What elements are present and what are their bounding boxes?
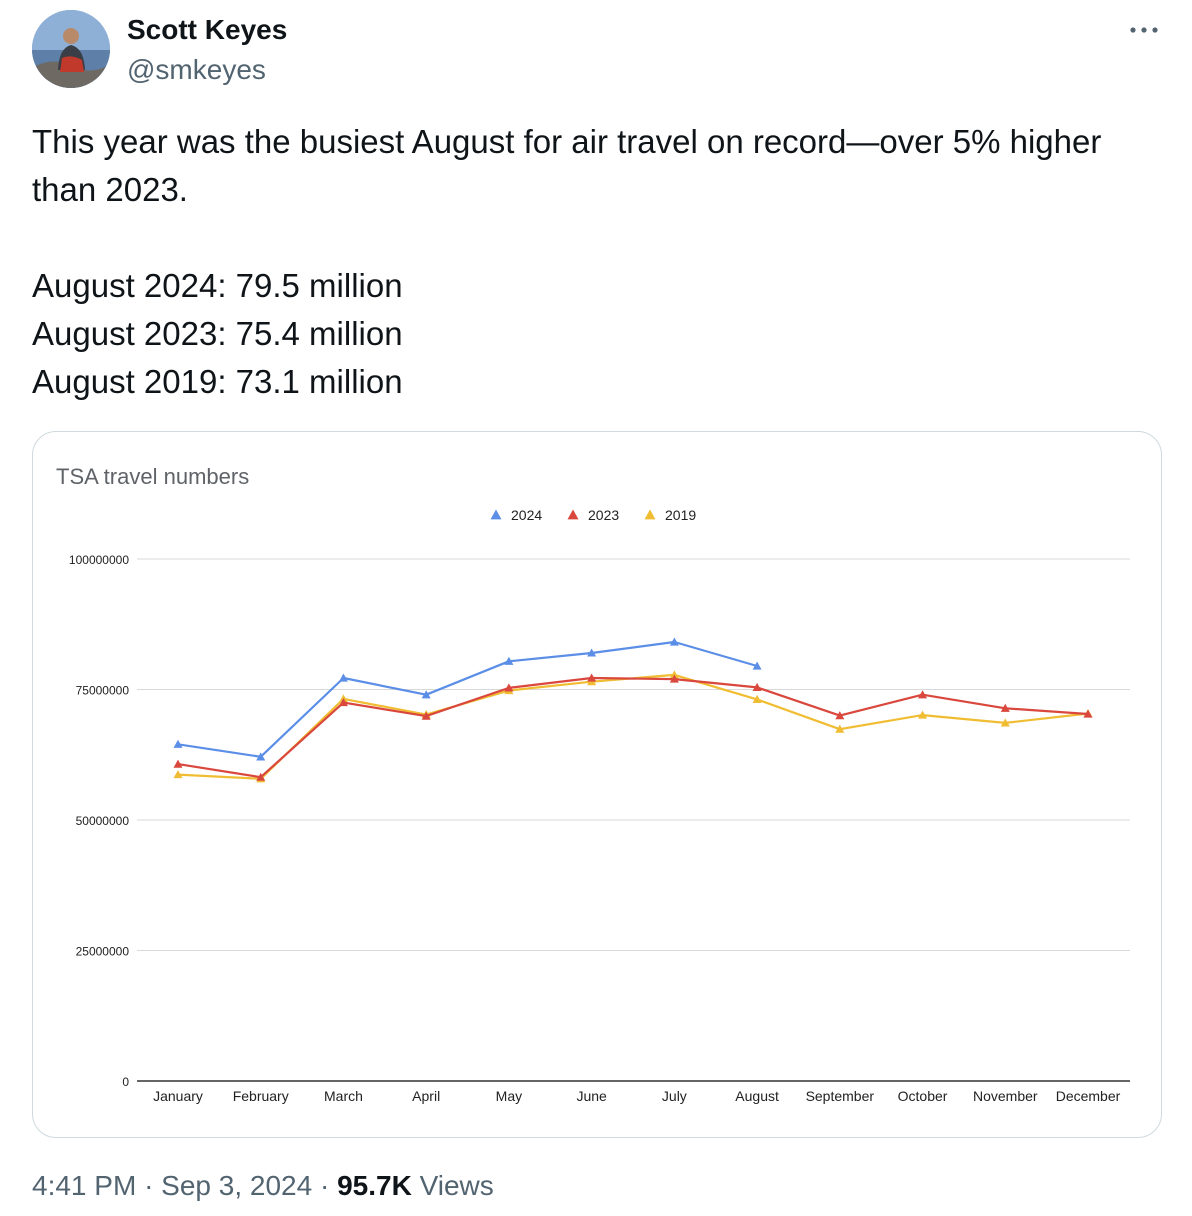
chart-title: TSA travel numbers — [56, 464, 249, 489]
tweet-line: This year was the busiest August for air… — [32, 123, 1102, 160]
data-point-2023 — [421, 711, 431, 720]
data-point-2023 — [504, 683, 514, 692]
tweet-line: than 2023. — [32, 171, 188, 208]
y-tick-label: 75000000 — [76, 684, 130, 698]
tweet-text: This year was the busiest August for air… — [32, 118, 1172, 406]
chart-image[interactable]: TSA travel numbers 2024 2023 2019 10000000… — [32, 431, 1162, 1138]
series-line-2023 — [177, 676, 1089, 779]
x-tick-label: March — [324, 1088, 363, 1104]
tweet-time[interactable]: 4:41 PM — [32, 1170, 137, 1201]
x-tick-label: April — [412, 1088, 440, 1104]
data-point-2023 — [587, 673, 597, 682]
y-tick-label: 0 — [122, 1075, 129, 1089]
data-point-2024 — [173, 739, 183, 748]
data-point-2024 — [587, 648, 597, 657]
data-point-2024 — [669, 637, 679, 646]
x-tick-label: December — [1056, 1088, 1121, 1104]
data-point-2019 — [918, 710, 928, 719]
legend-label: 2019 — [665, 507, 696, 523]
data-point-2023 — [918, 690, 928, 699]
chart-grid — [137, 558, 1130, 1082]
avatar[interactable] — [32, 10, 110, 88]
data-point-2019 — [835, 724, 845, 733]
x-tick-label: November — [973, 1088, 1038, 1104]
chart-legend: 2024 2023 2019 — [490, 507, 696, 523]
y-tick-label: 100000000 — [69, 553, 129, 567]
data-point-2023 — [256, 772, 266, 781]
meta-separator: · — [319, 1170, 330, 1201]
y-tick-label: 50000000 — [76, 814, 130, 828]
tweet-line: August 2019: 73.1 million — [32, 363, 403, 400]
views-count: 95.7K — [337, 1170, 412, 1201]
legend-marker-icon — [567, 509, 579, 520]
line-chart: TSA travel numbers 2024 2023 2019 10000000… — [56, 464, 1130, 1104]
author-name[interactable]: Scott Keyes — [127, 14, 288, 45]
x-tick-label: June — [576, 1088, 607, 1104]
data-point-2023 — [1083, 709, 1093, 718]
data-point-2024 — [338, 673, 348, 682]
tweet-date[interactable]: Sep 3, 2024 — [161, 1170, 313, 1201]
data-point-2023 — [752, 682, 762, 692]
data-point-2023 — [173, 759, 183, 768]
data-point-2019 — [173, 770, 183, 779]
data-point-2024 — [504, 656, 514, 665]
data-point-2023 — [835, 711, 845, 720]
chart-series — [173, 637, 1093, 783]
avatar-photo — [32, 10, 110, 88]
author-handle[interactable]: @smkeyes — [127, 54, 266, 85]
x-tick-label: September — [806, 1088, 875, 1104]
tweet-line: August 2023: 75.4 million — [32, 315, 403, 352]
y-axis-ticks: 100000000 75000000 50000000 25000000 0 — [69, 553, 129, 1089]
data-point-2024 — [256, 752, 266, 761]
legend-label: 2023 — [588, 507, 619, 523]
data-point-2019 — [669, 670, 679, 679]
legend-marker-icon — [490, 509, 502, 520]
data-point-2023 — [669, 674, 679, 683]
data-point-2024 — [421, 690, 431, 699]
data-point-2019 — [752, 694, 762, 704]
y-tick-label: 25000000 — [76, 945, 130, 959]
more-button[interactable] — [1120, 12, 1168, 48]
x-tick-label: October — [898, 1088, 948, 1104]
tweet-meta: 4:41 PM · Sep 3, 2024 · 95.7K Views — [32, 1170, 494, 1202]
views-label: Views — [419, 1170, 494, 1201]
x-tick-label: May — [496, 1088, 522, 1104]
data-point-2023 — [1000, 703, 1010, 712]
legend-marker-icon — [644, 509, 656, 520]
series-line-2024 — [177, 640, 758, 758]
series-line-2019 — [177, 673, 1089, 780]
tweet-line: August 2024: 79.5 million — [32, 267, 403, 304]
meta-separator: · — [144, 1170, 154, 1201]
data-point-2019 — [1000, 718, 1010, 727]
more-horizontal-icon — [1130, 27, 1158, 33]
x-axis-ticks: January February March April May June July Augu… — [153, 1088, 1121, 1104]
x-tick-label: January — [153, 1088, 203, 1104]
data-point-2024 — [752, 661, 762, 670]
x-tick-label: August — [735, 1088, 779, 1104]
data-point-2023 — [338, 698, 348, 707]
x-tick-label: July — [662, 1088, 687, 1104]
x-tick-label: February — [233, 1088, 289, 1104]
legend-label: 2024 — [511, 507, 542, 523]
